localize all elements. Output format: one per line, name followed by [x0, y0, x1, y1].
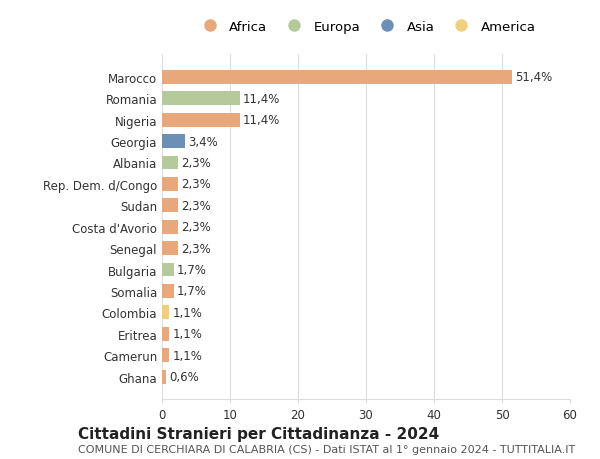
- Text: 2,3%: 2,3%: [181, 199, 211, 213]
- Bar: [162, 113, 239, 127]
- Text: Cittadini Stranieri per Cittadinanza - 2024: Cittadini Stranieri per Cittadinanza - 2…: [78, 425, 439, 441]
- Text: 2,3%: 2,3%: [181, 242, 211, 255]
- Bar: [162, 327, 169, 341]
- Bar: [162, 199, 178, 213]
- Bar: [162, 241, 178, 256]
- Text: 1,1%: 1,1%: [173, 306, 203, 319]
- Text: 1,1%: 1,1%: [173, 328, 203, 341]
- Text: 0,6%: 0,6%: [169, 370, 199, 383]
- Text: 2,3%: 2,3%: [181, 178, 211, 191]
- Bar: [162, 220, 178, 234]
- Bar: [162, 306, 169, 319]
- Text: COMUNE DI CERCHIARA DI CALABRIA (CS) - Dati ISTAT al 1° gennaio 2024 - TUTTITALI: COMUNE DI CERCHIARA DI CALABRIA (CS) - D…: [78, 444, 575, 454]
- Text: 1,7%: 1,7%: [177, 263, 207, 276]
- Text: 1,7%: 1,7%: [177, 285, 207, 298]
- Text: 1,1%: 1,1%: [173, 349, 203, 362]
- Text: 3,4%: 3,4%: [188, 135, 218, 148]
- Bar: [162, 263, 173, 277]
- Bar: [162, 156, 178, 170]
- Bar: [162, 71, 512, 84]
- Bar: [162, 135, 185, 149]
- Bar: [162, 348, 169, 362]
- Text: 51,4%: 51,4%: [515, 71, 552, 84]
- Text: 11,4%: 11,4%: [243, 93, 280, 106]
- Bar: [162, 92, 239, 106]
- Bar: [162, 178, 178, 191]
- Bar: [162, 370, 166, 384]
- Legend: Africa, Europa, Asia, America: Africa, Europa, Asia, America: [193, 17, 539, 38]
- Text: 2,3%: 2,3%: [181, 157, 211, 170]
- Text: 2,3%: 2,3%: [181, 221, 211, 234]
- Bar: [162, 284, 173, 298]
- Text: 11,4%: 11,4%: [243, 114, 280, 127]
